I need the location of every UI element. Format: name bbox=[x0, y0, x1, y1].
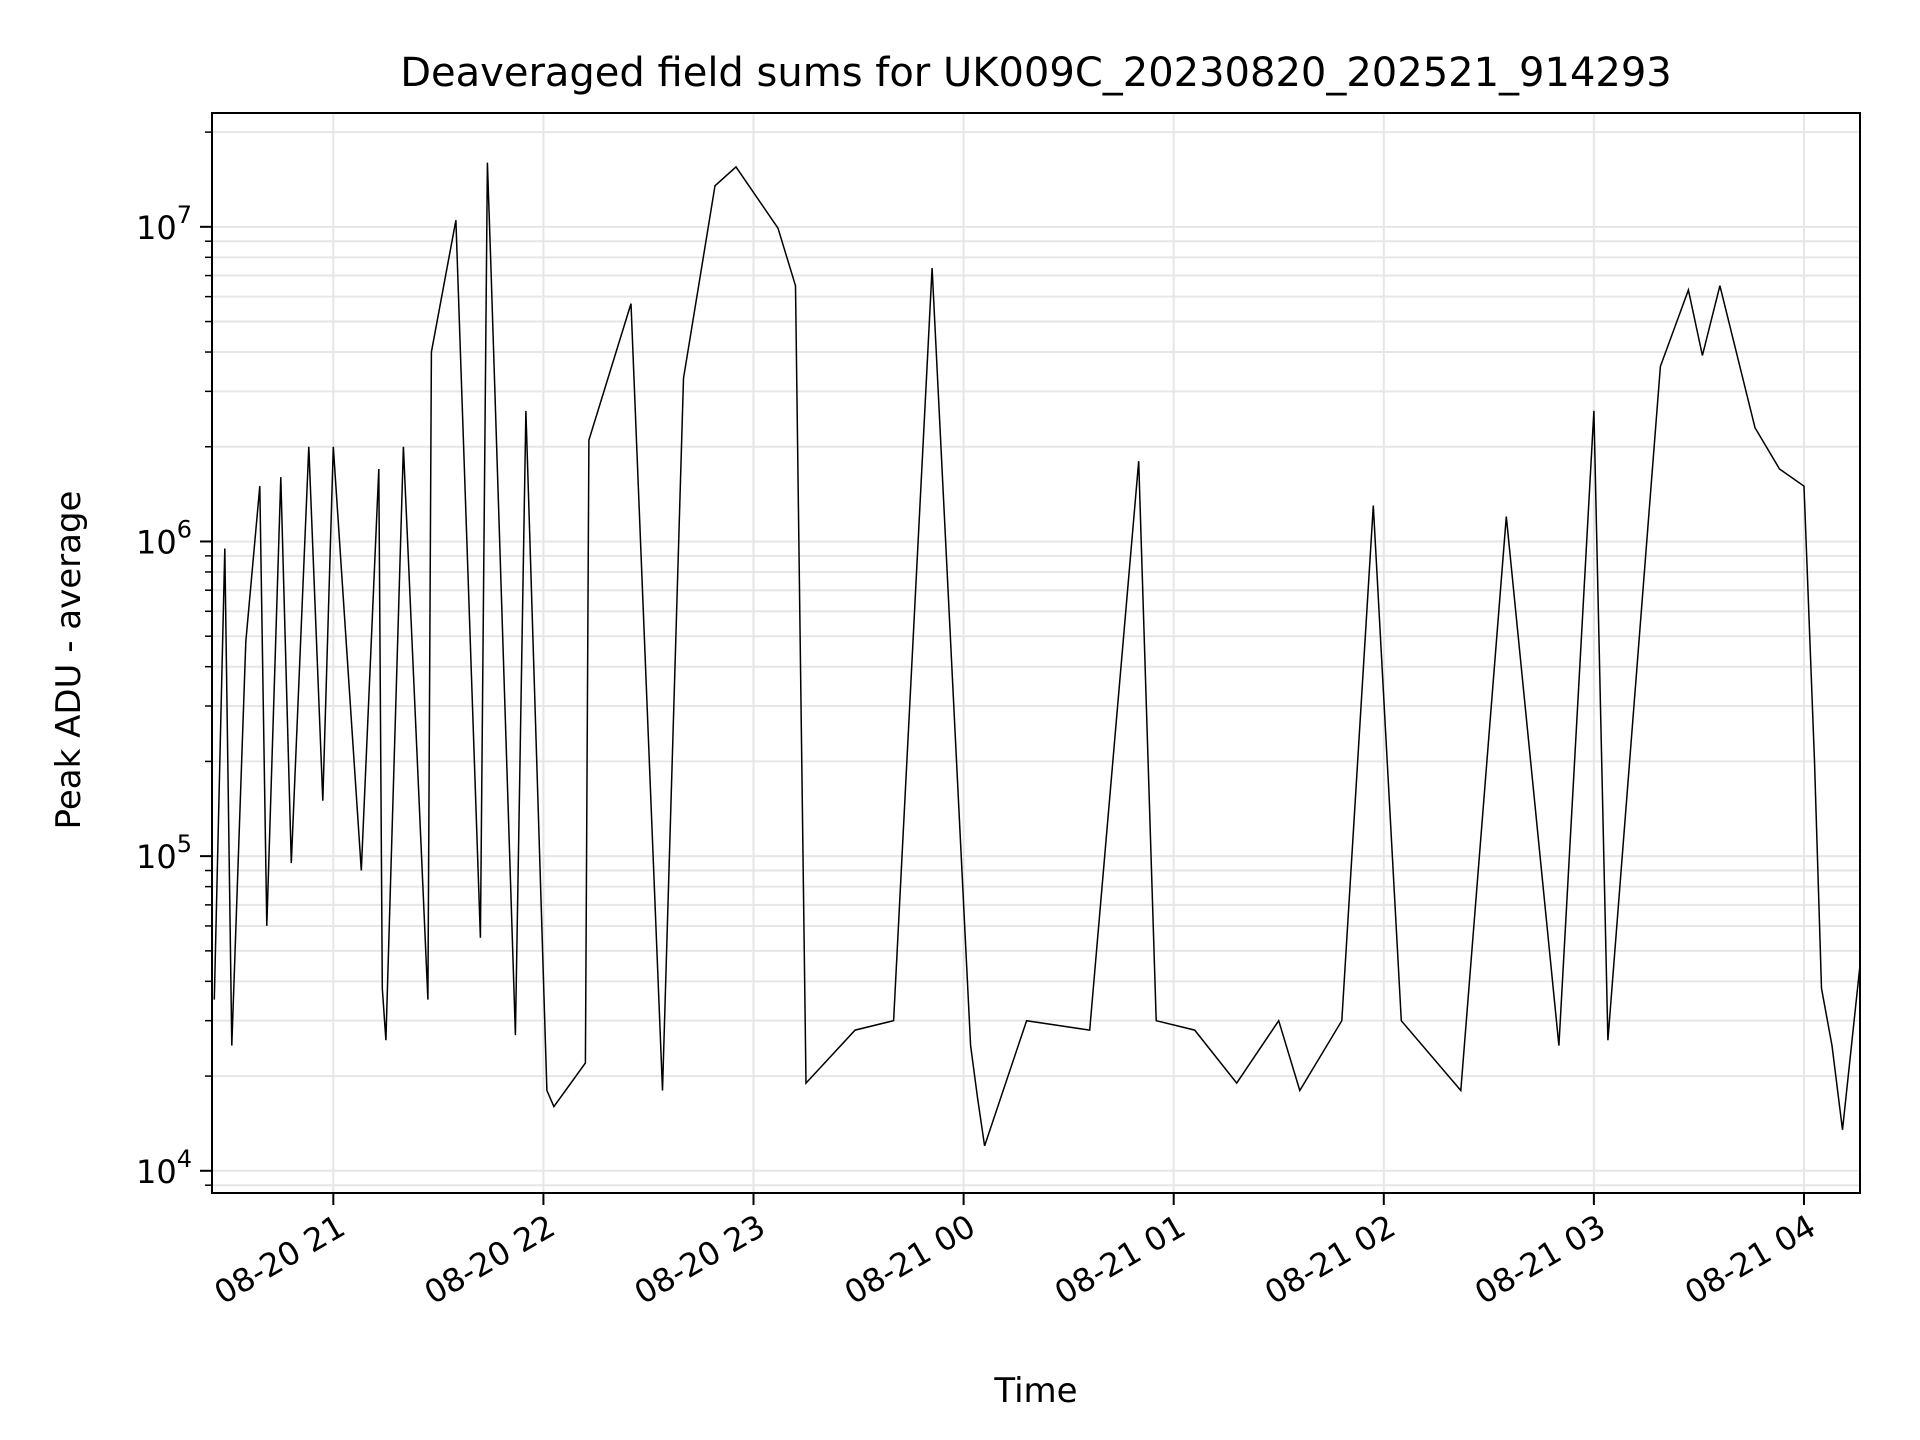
y-tick-label: 106 bbox=[136, 515, 192, 561]
y-tick-label: 104 bbox=[136, 1145, 192, 1191]
y-tick-label: 105 bbox=[136, 830, 192, 876]
chart-title: Deaveraged field sums for UK009C_2023082… bbox=[400, 50, 1671, 96]
series-line-0 bbox=[213, 162, 1861, 1147]
series-group bbox=[213, 162, 1861, 1147]
y-axis-label: Peak ADU - average bbox=[49, 491, 89, 830]
y-tick-label: 107 bbox=[136, 201, 192, 247]
grid bbox=[212, 113, 1860, 1193]
plot-frame bbox=[211, 112, 1861, 1194]
x-axis-label: Time bbox=[993, 1371, 1077, 1411]
y-axis: 104 105 106 107 bbox=[136, 131, 212, 1191]
